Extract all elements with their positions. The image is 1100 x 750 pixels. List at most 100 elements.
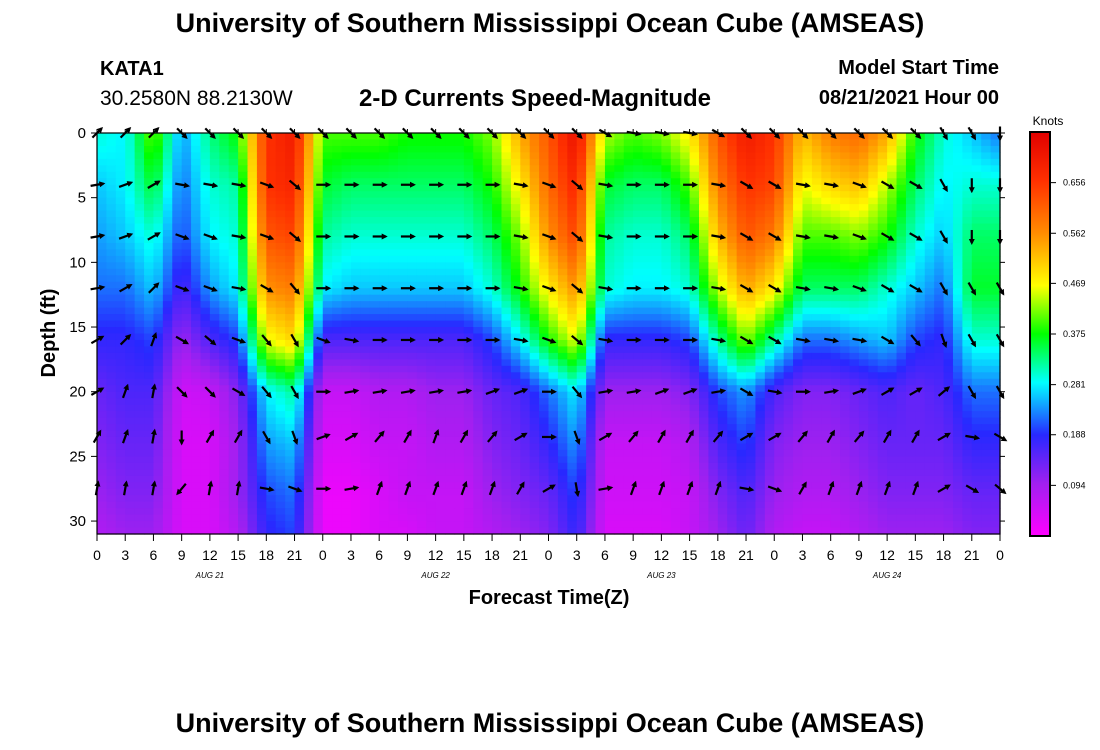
heatmap-cell	[97, 417, 108, 425]
heatmap-cell	[153, 262, 164, 270]
heatmap-cell	[369, 404, 380, 412]
heatmap-cell	[915, 210, 926, 218]
heatmap-cell	[407, 391, 418, 399]
heatmap-cell	[915, 417, 926, 425]
heatmap-cell	[388, 430, 399, 438]
heatmap-cell	[454, 236, 465, 244]
heatmap-cell	[840, 145, 851, 154]
heatmap-cell	[332, 346, 343, 354]
heatmap-cell	[219, 352, 230, 360]
heatmap-cell	[981, 255, 992, 263]
heatmap-cell	[934, 152, 945, 160]
heatmap-cell	[482, 145, 493, 154]
heatmap-cell	[162, 430, 173, 438]
heatmap-cell	[162, 242, 173, 251]
heatmap-cell	[567, 430, 578, 438]
heatmap-cell	[595, 262, 606, 270]
heatmap-cell	[746, 171, 757, 179]
heatmap-cell	[642, 372, 653, 380]
heatmap-cell	[868, 210, 879, 218]
heatmap-cell	[699, 424, 710, 432]
heatmap-cell	[670, 249, 681, 257]
heatmap-cell	[303, 352, 314, 360]
heatmap-cell	[699, 404, 710, 412]
heatmap-cell	[793, 152, 804, 160]
heatmap-cell	[708, 139, 719, 147]
heatmap-cell	[858, 165, 869, 173]
heatmap-cell	[285, 365, 296, 373]
heatmap-cell	[896, 372, 907, 380]
heatmap-cell	[887, 378, 898, 386]
heatmap-cell	[388, 417, 399, 425]
heatmap-cell	[567, 197, 578, 205]
heatmap-cell	[416, 456, 427, 464]
heatmap-cell	[576, 171, 587, 179]
heatmap-cell	[209, 333, 220, 341]
heatmap-cell	[548, 417, 559, 425]
heatmap-cell	[717, 191, 728, 199]
heatmap-cell	[971, 333, 982, 341]
heatmap-cell	[332, 449, 343, 457]
heatmap-cell	[539, 365, 550, 373]
heatmap-cell	[473, 145, 484, 154]
heatmap-cell	[604, 417, 615, 425]
heatmap-cell	[172, 152, 183, 160]
heatmap-cell	[943, 404, 954, 412]
heatmap-cell	[896, 242, 907, 251]
heatmap-cell	[454, 346, 465, 354]
heatmap-cell	[172, 171, 183, 179]
heatmap-cell	[727, 411, 738, 419]
heatmap-cell	[915, 436, 926, 445]
heatmap-cell	[887, 171, 898, 179]
heatmap-cell	[435, 449, 446, 457]
heatmap-cell	[623, 268, 634, 276]
heatmap-cell	[651, 430, 662, 438]
heatmap-cell	[228, 352, 239, 360]
heatmap-cell	[529, 359, 540, 367]
heatmap-cell	[633, 339, 644, 348]
heatmap-cell	[379, 398, 390, 406]
heatmap-cell	[896, 339, 907, 348]
heatmap-cell	[793, 223, 804, 231]
heatmap-cell	[642, 184, 653, 192]
heatmap-cell	[623, 275, 634, 283]
heatmap-cell	[576, 411, 587, 419]
heatmap-cell	[689, 391, 700, 399]
heatmap-cell	[877, 145, 888, 154]
heatmap-cell	[200, 436, 211, 445]
heatmap-cell	[303, 255, 314, 263]
heatmap-cell	[736, 365, 747, 373]
heatmap-cell	[651, 288, 662, 296]
heatmap-cell	[840, 191, 851, 199]
heatmap-cell	[247, 352, 258, 360]
heatmap-cell	[529, 385, 540, 393]
heatmap-cell	[162, 365, 173, 373]
heatmap-cell	[858, 307, 869, 315]
heatmap-cell	[350, 436, 361, 445]
heatmap-cell	[219, 404, 230, 412]
heatmap-cell	[256, 365, 267, 373]
heatmap-cell	[717, 449, 728, 457]
heatmap-cell	[520, 294, 531, 302]
heatmap-cell	[501, 139, 512, 147]
heatmap-cell	[905, 436, 916, 445]
heatmap-cell	[557, 372, 568, 380]
heatmap-cell	[388, 230, 399, 238]
heatmap-cell	[981, 352, 992, 360]
heatmap-cell	[153, 456, 164, 464]
heatmap-cell	[548, 242, 559, 251]
heatmap-cell	[379, 339, 390, 348]
heatmap-cell	[501, 320, 512, 328]
heatmap-cell	[793, 385, 804, 393]
heatmap-cell	[651, 352, 662, 360]
heatmap-cell	[905, 197, 916, 205]
heatmap-cell	[388, 372, 399, 380]
heatmap-cell	[783, 210, 794, 218]
heatmap-cell	[830, 391, 841, 399]
heatmap-cell	[981, 436, 992, 445]
heatmap-cell	[858, 262, 869, 270]
heatmap-cell	[256, 288, 267, 296]
heatmap-cell	[943, 268, 954, 276]
heatmap-cell	[699, 223, 710, 231]
heatmap-cell	[97, 314, 108, 322]
